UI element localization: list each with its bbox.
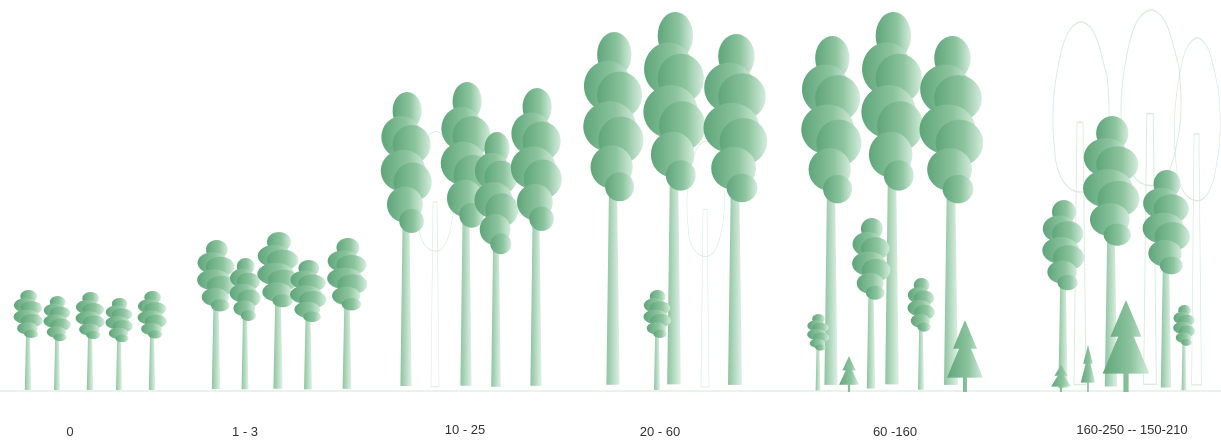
tree (43, 296, 71, 391)
tree (583, 32, 644, 385)
tree (13, 290, 43, 390)
tree (919, 36, 984, 385)
tree (643, 290, 671, 390)
tree (105, 298, 133, 391)
sapling (839, 356, 859, 392)
tree (137, 291, 167, 390)
stage-4-trees (801, 12, 984, 392)
tree (327, 238, 368, 389)
stage-label: 60 -160 (873, 424, 917, 439)
stage-5-trees (1042, 9, 1221, 392)
stage-1-trees (197, 232, 368, 390)
tree (1042, 200, 1085, 389)
tree (197, 240, 236, 389)
stage-label: 20 - 60 (640, 424, 680, 439)
tree (229, 258, 261, 390)
tree (852, 218, 891, 389)
stage-label: 10 - 25 (445, 422, 485, 437)
tree (907, 278, 935, 390)
tree (510, 88, 562, 386)
stage-3-trees (583, 12, 768, 390)
stage-0-trees (13, 290, 167, 391)
sapling (1051, 365, 1071, 392)
stage-label: 1 - 3 (232, 424, 258, 439)
tree (703, 34, 768, 385)
tree (75, 292, 105, 390)
tree (257, 232, 300, 389)
stage-label: 160-250 -- 150-210 (1076, 422, 1187, 437)
stage-label: 0 (66, 424, 73, 439)
tree (380, 92, 432, 386)
tree (290, 260, 327, 390)
stage-2-trees (380, 82, 562, 388)
